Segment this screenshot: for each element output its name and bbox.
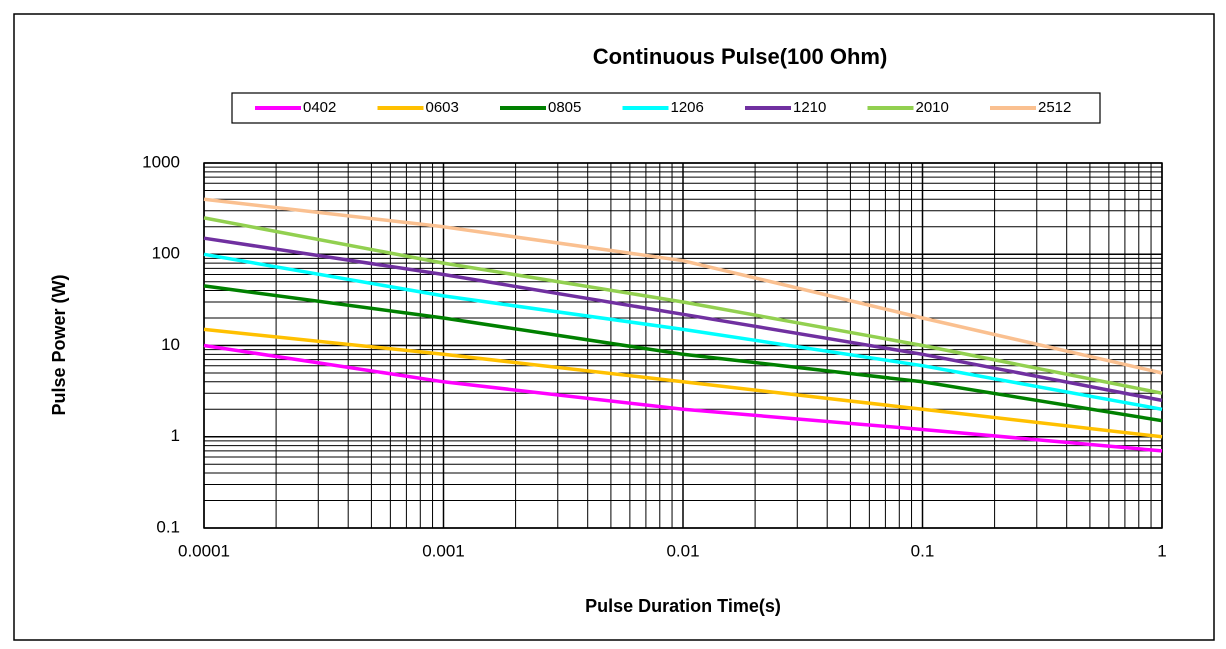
series-line xyxy=(203,327,1163,439)
legend-label: 0805 xyxy=(548,99,581,116)
y-tick-label: 10 xyxy=(161,335,180,354)
y-axis-label: Pulse Power (W) xyxy=(49,274,69,415)
chart-title: Continuous Pulse(100 Ohm) xyxy=(593,44,888,69)
legend-label: 1206 xyxy=(671,99,704,116)
y-tick-label: 100 xyxy=(152,244,180,263)
series-line xyxy=(203,252,1163,412)
series-line xyxy=(203,343,1163,453)
x-tick-label: 0.001 xyxy=(422,541,465,560)
x-tick-label: 0.0001 xyxy=(178,541,230,560)
series-line xyxy=(203,236,1163,403)
x-tick-label: 1 xyxy=(1157,541,1166,560)
series-line xyxy=(203,197,1163,375)
series-line xyxy=(203,284,1163,423)
legend-label: 1210 xyxy=(793,99,826,116)
y-tick-label: 1 xyxy=(171,426,180,445)
legend-label: 0402 xyxy=(303,99,336,116)
legend-label: 2512 xyxy=(1038,99,1071,116)
series-line xyxy=(203,216,1163,395)
legend-label: 0603 xyxy=(426,99,459,116)
x-axis-label: Pulse Duration Time(s) xyxy=(585,596,781,616)
x-tick-label: 0.01 xyxy=(666,541,699,560)
x-tick-label: 0.1 xyxy=(911,541,935,560)
y-tick-label: 1000 xyxy=(142,152,180,171)
legend-label: 2010 xyxy=(916,99,949,116)
y-tick-label: 0.1 xyxy=(156,517,180,536)
